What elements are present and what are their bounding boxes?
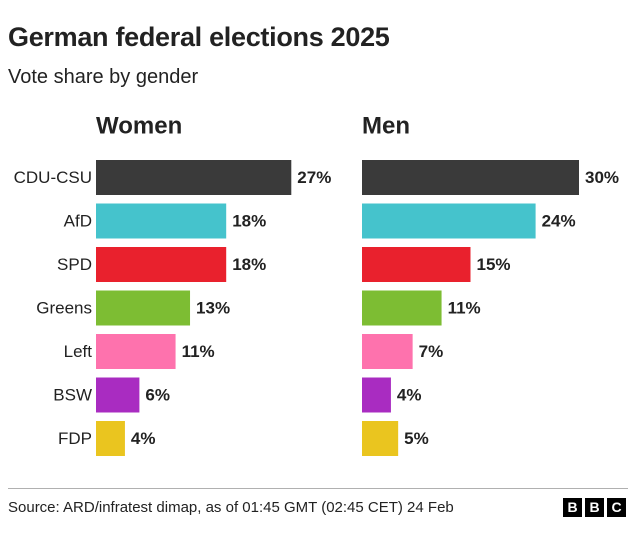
chart-title: German federal elections 2025 — [8, 22, 390, 52]
value-label: 24% — [542, 212, 576, 231]
bar — [362, 377, 391, 413]
category-label: Greens — [36, 299, 92, 318]
panel-title: Men — [362, 113, 410, 140]
value-label: 15% — [477, 255, 511, 274]
category-label: AfD — [64, 212, 92, 231]
category-label: FDP — [58, 429, 92, 448]
bar — [96, 160, 292, 195]
source-note: Source: ARD/infratest dimap, as of 01:45… — [8, 499, 454, 516]
value-label: 13% — [196, 299, 230, 318]
bbc-logo: B B C — [563, 498, 626, 517]
bar — [96, 377, 140, 413]
value-label: 7% — [419, 342, 444, 361]
value-label: 11% — [182, 342, 215, 361]
bar-chart: CDU-CSU AfD SPD Greens Left BSW FDP Women 27% 18%… — [14, 113, 619, 456]
value-label: 4% — [397, 386, 422, 405]
value-label: 4% — [131, 429, 156, 448]
value-label: 30% — [585, 168, 619, 187]
bar — [96, 290, 191, 326]
chart-subtitle: Vote share by gender — [8, 66, 199, 88]
bar — [96, 334, 176, 369]
value-label: 6% — [145, 386, 170, 405]
category-label: SPD — [57, 255, 92, 274]
bar — [96, 247, 227, 282]
bar — [362, 334, 413, 369]
bbc-logo-letter: B — [563, 498, 582, 517]
bar — [96, 203, 227, 239]
value-label: 18% — [232, 255, 266, 274]
category-label: Left — [64, 342, 93, 361]
bbc-logo-letter: B — [585, 498, 604, 517]
value-label: 18% — [232, 212, 266, 231]
bar — [362, 421, 399, 456]
panel-title: Women — [96, 113, 182, 140]
bar — [362, 247, 471, 282]
bbc-logo-letter: C — [607, 498, 626, 517]
bar — [362, 160, 579, 195]
bar — [96, 421, 125, 456]
footer-divider — [8, 488, 628, 489]
value-label: 11% — [448, 299, 481, 318]
value-label: 5% — [404, 429, 429, 448]
category-label: BSW — [53, 386, 92, 405]
bar — [362, 203, 536, 239]
value-label: 27% — [297, 168, 331, 187]
category-label: CDU-CSU — [14, 168, 92, 187]
bar — [362, 290, 442, 326]
